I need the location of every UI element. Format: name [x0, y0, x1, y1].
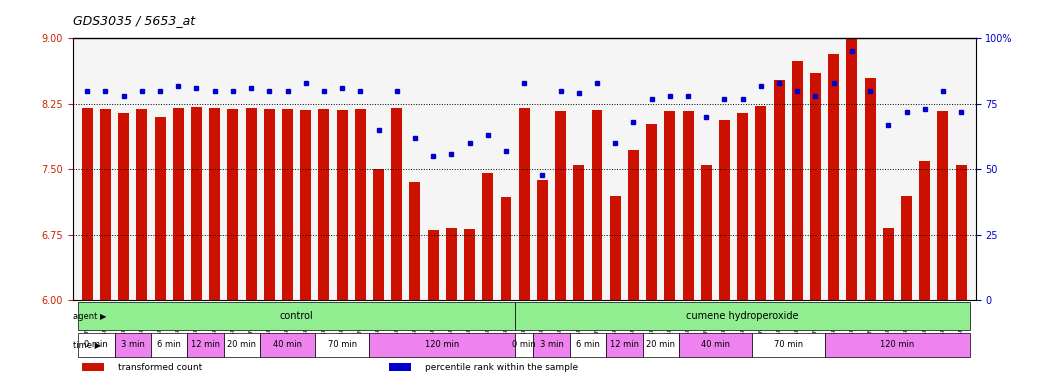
Text: 20 min: 20 min — [227, 340, 256, 349]
Bar — [537, 180, 548, 300]
Text: GDS3035 / 5653_at: GDS3035 / 5653_at — [73, 14, 195, 27]
Bar — [355, 109, 365, 300]
Bar — [824, 333, 971, 357]
Bar — [679, 333, 752, 357]
Text: 20 min: 20 min — [647, 340, 676, 349]
Bar — [719, 121, 730, 300]
Bar — [737, 113, 748, 300]
Text: control: control — [279, 311, 313, 321]
Bar — [210, 108, 220, 300]
Text: 12 min: 12 min — [610, 340, 638, 349]
Bar — [920, 161, 930, 300]
Text: 70 min: 70 min — [773, 340, 802, 349]
Bar — [570, 333, 606, 357]
Bar — [956, 165, 966, 300]
Bar — [500, 197, 512, 300]
Bar — [300, 110, 311, 300]
Text: time ▶: time ▶ — [73, 340, 101, 349]
Bar — [100, 109, 111, 300]
Bar — [151, 333, 188, 357]
Text: 3 min: 3 min — [120, 340, 144, 349]
Bar — [172, 108, 184, 300]
Bar — [573, 165, 584, 300]
Text: 40 min: 40 min — [273, 340, 302, 349]
Bar — [224, 333, 261, 357]
Text: percentile rank within the sample: percentile rank within the sample — [425, 362, 578, 372]
Bar — [409, 182, 420, 300]
Bar — [282, 109, 293, 300]
Bar — [756, 106, 766, 300]
Text: 6 min: 6 min — [576, 340, 600, 349]
Bar — [937, 111, 949, 300]
Bar — [464, 229, 475, 300]
Bar — [883, 228, 894, 300]
Bar — [82, 108, 92, 300]
Bar — [114, 333, 151, 357]
Bar — [643, 333, 679, 357]
Text: 0 min: 0 min — [84, 340, 108, 349]
Bar — [664, 111, 676, 300]
Text: 40 min: 40 min — [701, 340, 730, 349]
Bar — [534, 333, 570, 357]
Bar — [388, 364, 411, 371]
Bar — [391, 108, 402, 300]
Bar — [78, 333, 114, 357]
Bar — [261, 333, 315, 357]
Bar — [683, 111, 693, 300]
Text: transformed count: transformed count — [118, 362, 202, 372]
Bar — [191, 108, 202, 300]
Bar — [701, 165, 712, 300]
Bar — [82, 364, 104, 371]
Bar — [446, 228, 457, 300]
Text: 12 min: 12 min — [191, 340, 220, 349]
Bar — [555, 111, 566, 300]
Bar — [628, 150, 639, 300]
Bar — [810, 73, 821, 300]
Bar — [78, 302, 515, 330]
Bar — [519, 108, 529, 300]
Bar — [606, 333, 643, 357]
Bar — [515, 333, 534, 357]
Bar — [647, 124, 657, 300]
Bar — [246, 108, 256, 300]
Bar — [865, 78, 876, 300]
Bar — [319, 109, 329, 300]
Text: cumene hydroperoxide: cumene hydroperoxide — [686, 311, 799, 321]
Bar — [370, 333, 515, 357]
Bar — [901, 195, 912, 300]
Text: 120 min: 120 min — [426, 340, 460, 349]
Text: 3 min: 3 min — [540, 340, 564, 349]
Bar — [483, 173, 493, 300]
Text: 6 min: 6 min — [157, 340, 181, 349]
Bar — [792, 61, 802, 300]
Bar — [155, 117, 165, 300]
Bar — [188, 333, 224, 357]
Bar — [515, 302, 971, 330]
Text: 70 min: 70 min — [328, 340, 357, 349]
Bar — [828, 54, 839, 300]
Bar — [373, 169, 384, 300]
Bar — [773, 80, 785, 300]
Bar — [609, 195, 621, 300]
Bar — [592, 110, 602, 300]
Bar — [264, 109, 275, 300]
Bar — [428, 230, 439, 300]
Text: agent ▶: agent ▶ — [73, 311, 106, 321]
Bar — [846, 38, 857, 300]
Bar — [118, 113, 129, 300]
Bar — [315, 333, 370, 357]
Text: 120 min: 120 min — [880, 340, 914, 349]
Bar — [752, 333, 824, 357]
Text: 0 min: 0 min — [513, 340, 536, 349]
Bar — [136, 109, 147, 300]
Bar — [336, 110, 348, 300]
Bar — [227, 109, 239, 300]
